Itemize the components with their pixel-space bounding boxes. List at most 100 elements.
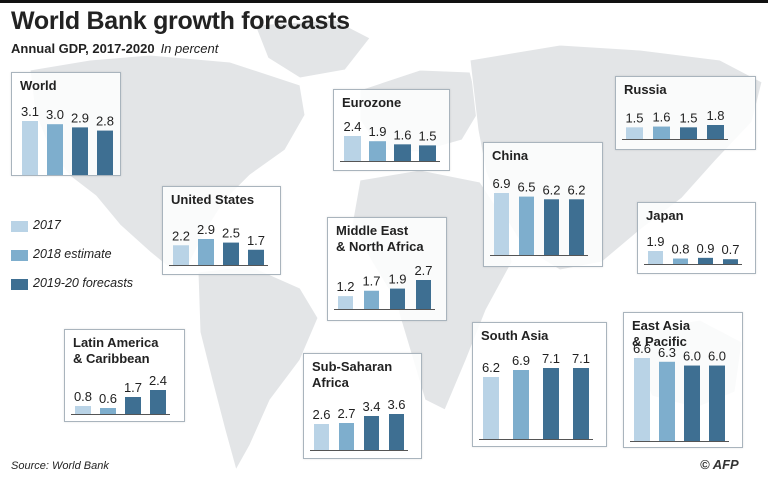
bar-2017 [483, 377, 499, 439]
region-panel: Latin America & Caribbean 0.8 0.6 1.7 2.4 [64, 329, 185, 422]
bar-2017 [338, 296, 353, 309]
bar-2019 [364, 416, 379, 450]
region-bar-chart: 6.9 6.5 6.2 6.2 [490, 176, 588, 256]
region-title: Japan [646, 208, 684, 223]
bar-2020 [419, 145, 436, 161]
data-label: 1.8 [706, 108, 724, 123]
region-title: South Asia [481, 328, 549, 343]
bar-2019 [125, 397, 141, 414]
bar-2019 [390, 288, 405, 309]
legend-swatch [11, 250, 28, 261]
region-bar-chart: 6.6 6.3 6.0 6.0 [630, 341, 729, 442]
data-label: 1.7 [247, 233, 265, 248]
data-label: 0.8 [74, 389, 92, 404]
bar-2018 [339, 423, 354, 450]
data-label: 6.0 [708, 349, 726, 364]
data-label: 1.7 [124, 380, 142, 395]
region-bar-chart: 2.2 2.9 2.5 1.7 [169, 222, 268, 266]
data-label: 3.6 [387, 397, 405, 412]
bar-2020 [416, 280, 431, 309]
region-panel: Eurozone 2.4 1.9 1.6 1.5 [333, 89, 450, 171]
bar-2019 [698, 257, 713, 264]
region-panel: South Asia 6.2 6.9 7.1 7.1 [472, 322, 607, 447]
bar-2017 [626, 127, 643, 139]
bar-2020 [248, 249, 264, 265]
data-label: 1.2 [336, 279, 354, 294]
bar-2018 [364, 290, 379, 309]
region-bar-chart: 1.9 0.8 0.9 0.7 [644, 234, 742, 265]
legend-label: 2018 estimate [33, 247, 112, 261]
chart-subtitle: Annual GDP, 2017-2020 In percent [11, 41, 218, 56]
bar-17 [22, 121, 38, 175]
data-label: 6.2 [567, 182, 585, 197]
bar-20 [97, 130, 113, 175]
data-label: 6.6 [633, 341, 651, 356]
data-label: 1.5 [418, 128, 436, 143]
bar-18 [47, 124, 63, 175]
bar-2020 [723, 259, 738, 264]
unit-label: In percent [160, 41, 219, 56]
bar-2020 [709, 365, 725, 441]
legend-label: 2017 [33, 218, 61, 232]
region-panel: Russia 1.5 1.6 1.5 1.8 [615, 76, 756, 150]
top-rule [0, 0, 768, 3]
data-label: 6.3 [658, 345, 676, 360]
bar-2019 [544, 199, 559, 255]
region-title: China [492, 148, 529, 163]
data-label: 2.6 [312, 407, 330, 422]
bar-2018 [519, 196, 534, 255]
region-title: World [20, 78, 57, 93]
source-note: Source: World Bank [11, 460, 109, 472]
subtitle-text: Annual GDP, 2017-2020 [11, 41, 155, 56]
bar-2017 [344, 136, 361, 161]
region-bar-chart: 2.6 2.7 3.4 3.6 [310, 397, 408, 451]
data-label: 1.7 [362, 274, 380, 289]
data-label: 0.7 [721, 242, 739, 257]
bar-2020 [569, 199, 584, 255]
region-title: Eurozone [342, 95, 402, 110]
bar-2020 [707, 125, 724, 139]
region-panel: East Asia & Pacific 6.6 6.3 6.0 6.0 [623, 312, 743, 448]
greenland-shape [254, 19, 371, 79]
bar-2019 [223, 242, 239, 265]
bar-2019 [680, 127, 697, 139]
bar-2017 [648, 251, 663, 264]
data-label: 2.9 [197, 222, 215, 237]
region-title: United States [171, 192, 255, 207]
region-panel: World 3.1173.0182.9192.820 [11, 72, 121, 176]
data-label: 2.2 [172, 228, 190, 243]
afp-logo: © AFP [700, 457, 739, 472]
data-label: 1.9 [646, 234, 664, 249]
legend-label: 2019-20 forecasts [33, 276, 134, 290]
data-label: 0.6 [99, 391, 117, 406]
bar-2017 [75, 406, 91, 414]
south-america-shape [197, 265, 319, 472]
data-label: 7.1 [572, 351, 590, 366]
bar-2019 [684, 365, 700, 441]
data-label: 2.7 [414, 263, 432, 278]
region-title: Latin America & Caribbean [73, 335, 159, 366]
data-label: 1.5 [679, 110, 697, 125]
bar-2018 [513, 370, 529, 439]
data-label: 1.9 [368, 124, 386, 139]
data-label: 2.7 [337, 406, 355, 421]
bar-2018 [369, 141, 386, 161]
data-label: 6.2 [482, 360, 500, 375]
data-label: 6.2 [542, 182, 560, 197]
bar-2017 [314, 424, 329, 450]
data-label: 7.1 [542, 351, 560, 366]
bar-2020 [150, 390, 166, 414]
region-title: East Asia & Pacific [632, 318, 691, 349]
bar-2017 [173, 245, 189, 265]
bar-2017 [634, 358, 650, 441]
data-label: 2.8 [96, 114, 114, 129]
data-label: 1.6 [652, 110, 670, 125]
data-label: 6.0 [683, 349, 701, 364]
bar-2018 [673, 258, 688, 264]
region-title: Middle East & North Africa [336, 223, 424, 254]
data-label: 2.4 [343, 119, 361, 134]
chart-title: World Bank growth forecasts [11, 7, 350, 35]
region-bar-chart: 1.5 1.6 1.5 1.8 [622, 108, 728, 140]
data-label: 3.4 [362, 399, 380, 414]
data-label: 0.8 [671, 242, 689, 257]
